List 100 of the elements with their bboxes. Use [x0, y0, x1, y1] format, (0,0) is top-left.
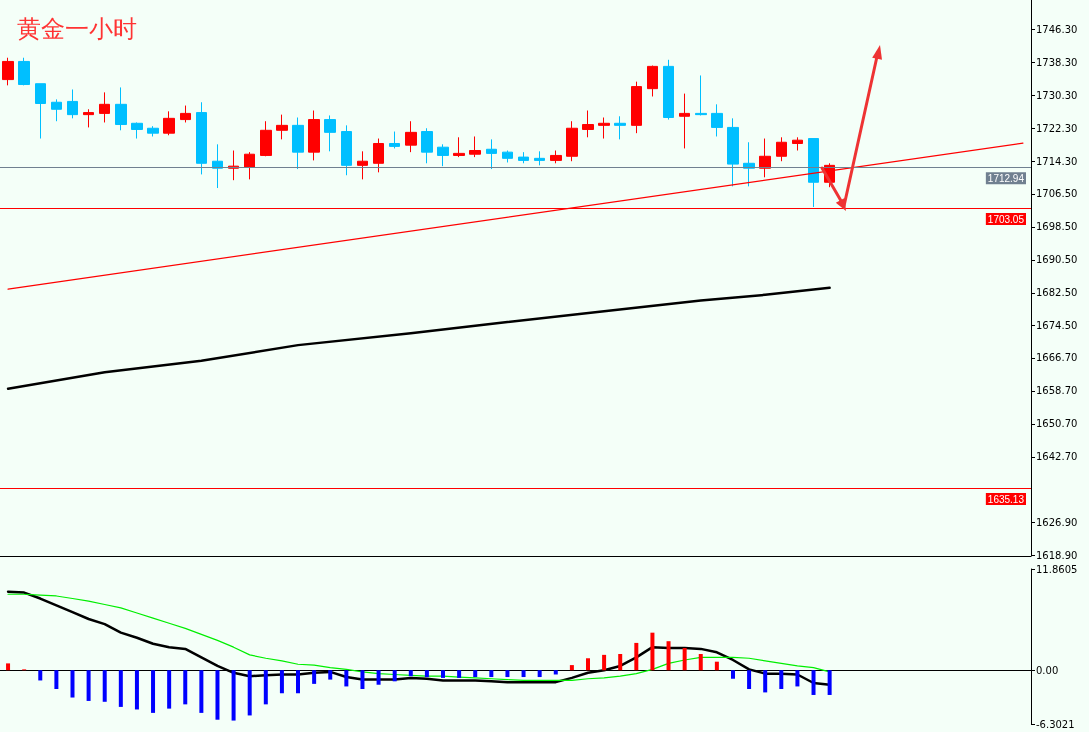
bar [392, 670, 397, 682]
bar [618, 654, 623, 671]
bar [714, 661, 719, 671]
bar [167, 670, 172, 709]
candlestick [518, 151, 529, 164]
bar [585, 658, 590, 671]
y-tick-label: 1618.90 [1036, 549, 1078, 561]
bar [102, 670, 107, 702]
candlestick [180, 105, 191, 123]
y-tick-label: 1706.50 [1036, 188, 1078, 200]
candlestick [147, 125, 159, 137]
bar [682, 648, 687, 671]
bar [811, 670, 816, 695]
candlestick [35, 83, 46, 140]
candlestick [437, 143, 449, 167]
candlestick [614, 115, 626, 140]
candlestick [453, 136, 465, 158]
candlestick [51, 98, 62, 122]
candlestick [776, 136, 787, 162]
bar [473, 670, 478, 678]
ref-line-label: 1635.13 [987, 493, 1025, 505]
candlestick [759, 138, 771, 178]
bar [199, 670, 204, 713]
bar [827, 670, 832, 695]
candlestick [67, 88, 78, 119]
bar [376, 670, 381, 685]
bar [312, 670, 317, 684]
bar [70, 670, 75, 698]
bar [553, 670, 558, 675]
candlestick [808, 138, 819, 208]
candlestick [373, 138, 384, 173]
ref-line-label: 1703.05 [987, 213, 1025, 225]
bar [296, 670, 301, 694]
bar [328, 670, 333, 680]
bar [134, 670, 139, 710]
y-tick-label: 1650.70 [1036, 418, 1078, 430]
bar [151, 670, 156, 713]
bar [86, 670, 91, 701]
candlestick [244, 151, 255, 180]
bar [569, 665, 574, 671]
y-tick-label: 1714.30 [1036, 156, 1078, 168]
y-tick-label: 1730.30 [1036, 90, 1078, 102]
candlestick [679, 93, 690, 149]
y-tick-label: 1658.70 [1036, 385, 1078, 397]
bar [747, 670, 752, 689]
bar [489, 670, 494, 678]
candlestick [18, 57, 30, 86]
bar [360, 670, 365, 689]
candlestick [486, 138, 497, 170]
bar [537, 670, 542, 678]
candlestick [502, 150, 513, 163]
bar [215, 670, 220, 720]
bar [54, 670, 59, 689]
bar [634, 642, 639, 671]
bar [521, 670, 526, 678]
text: 黄金一小时 [17, 15, 137, 43]
candlestick [260, 120, 272, 157]
bar [118, 670, 123, 707]
bar [441, 670, 446, 678]
bar [344, 670, 349, 687]
candlestick [695, 74, 707, 116]
ref-line-label: 1712.94 [987, 172, 1025, 184]
y-tick-label: 11.8605 [1036, 563, 1078, 575]
bar [457, 670, 462, 678]
y-tick-label: 1666.70 [1036, 352, 1078, 364]
bar [183, 670, 188, 705]
candlestick [469, 135, 481, 158]
candlestick [131, 121, 143, 140]
bar [698, 654, 703, 671]
y-tick-label: 1738.30 [1036, 57, 1078, 69]
candlestick [389, 131, 400, 149]
y-tick-label: 0.00 [1036, 664, 1059, 676]
bar [730, 670, 735, 679]
bar [666, 641, 671, 671]
bar [279, 670, 284, 694]
candlestick [534, 150, 545, 166]
candlestick [631, 81, 642, 134]
candlestick [357, 150, 368, 180]
y-tick-label: 1682.50 [1036, 287, 1078, 299]
bar [263, 670, 268, 705]
candlestick [308, 110, 320, 161]
bar [602, 654, 607, 671]
candlestick [598, 117, 610, 140]
y-tick-label: 1722.30 [1036, 123, 1078, 135]
y-tick-label: 1690.50 [1036, 254, 1078, 266]
candlestick [212, 143, 223, 189]
bar [6, 663, 11, 671]
candlestick [292, 117, 304, 170]
candlestick [99, 91, 110, 123]
bar [247, 670, 252, 716]
bar [231, 670, 236, 721]
candlestick [582, 110, 594, 138]
candlestick [421, 127, 433, 164]
bar [650, 632, 655, 671]
candlestick [324, 114, 336, 152]
line-series [6, 286, 831, 391]
candlestick [276, 114, 288, 140]
candlestick [2, 57, 14, 86]
candlestick [341, 124, 352, 176]
candlestick [83, 108, 94, 128]
